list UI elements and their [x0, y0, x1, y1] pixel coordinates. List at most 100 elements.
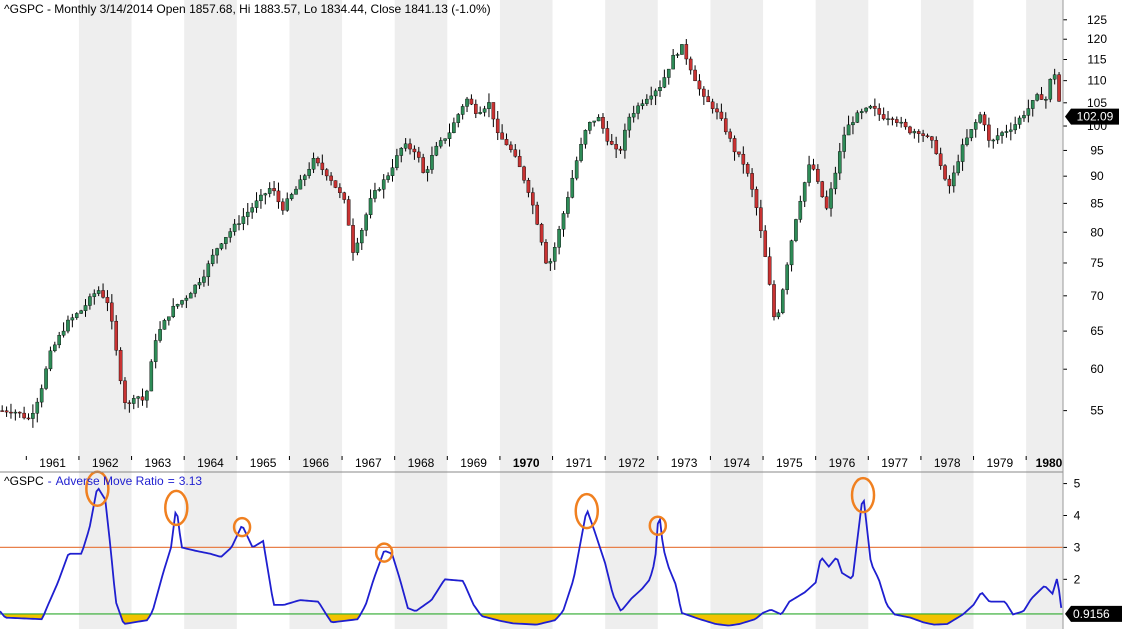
candle-down [737, 152, 740, 154]
candle-up [172, 306, 175, 317]
candle-up [680, 44, 683, 54]
candle-down [715, 109, 718, 112]
candle-up [97, 290, 100, 293]
candle-down [522, 167, 525, 180]
candle-down [334, 181, 337, 188]
indicator-symbol: ^GSPC [4, 474, 44, 488]
candle-up [676, 54, 679, 55]
indicator-title: ^GSPC-Adverse Move Ratio=3.13 [4, 474, 202, 488]
candle-down [685, 44, 688, 59]
price-tick-label: 65 [1090, 324, 1104, 338]
candle-down [746, 164, 749, 173]
x-tick-label: 1979 [986, 456, 1013, 470]
x-tick-label: 1975 [776, 456, 803, 470]
price-chart-title: ^GSPC - Monthly 3/14/2014 Open 1857.68, … [4, 2, 491, 16]
candle-up [360, 230, 363, 243]
candle-up [145, 391, 148, 400]
candle-up [834, 173, 837, 189]
candle-up [395, 156, 398, 168]
candle-up [483, 109, 486, 113]
candle-up [137, 397, 140, 399]
indicator-current-value: 3.13 [179, 474, 203, 488]
candle-up [158, 329, 161, 340]
candle-up [36, 402, 39, 413]
x-tick-label: 1965 [250, 456, 277, 470]
candle-down [891, 119, 894, 120]
price-tick-label: 85 [1090, 196, 1104, 210]
candle-down [711, 102, 714, 109]
candle-down [878, 108, 881, 114]
x-tick-label: 1970 [513, 456, 540, 470]
candle-up [807, 165, 810, 183]
candle-down [926, 136, 929, 137]
candle-up [198, 282, 201, 285]
candle-down [983, 115, 986, 125]
x-tick-label: 1973 [671, 456, 698, 470]
candle-up [268, 188, 271, 193]
candle-up [628, 117, 631, 130]
candle-down [733, 138, 736, 151]
x-tick-label: 1964 [197, 456, 224, 470]
candle-up [444, 139, 447, 141]
candle-up [575, 161, 578, 179]
candle-up [851, 122, 854, 124]
candle-down [935, 140, 938, 153]
candle-down [724, 119, 727, 132]
candle-up [369, 198, 372, 214]
candle-up [970, 129, 973, 138]
candle-up [75, 313, 78, 317]
candle-up [400, 148, 403, 155]
candle-up [843, 135, 846, 151]
candle-down [615, 144, 618, 149]
candle-down [281, 202, 284, 210]
candle-up [49, 351, 52, 369]
candle-up [593, 121, 596, 122]
candle-up [996, 136, 999, 140]
year-shade [710, 0, 763, 629]
candle-down [23, 413, 26, 418]
candle-up [242, 217, 245, 224]
candle-down [492, 102, 495, 119]
candle-up [838, 152, 841, 174]
candle-up [654, 91, 657, 96]
candle-down [18, 412, 21, 413]
candle-up [803, 183, 806, 202]
candle-down [272, 188, 275, 191]
candle-up [641, 104, 644, 106]
candle-down [606, 128, 609, 141]
x-tick-label: 1980 [1036, 456, 1063, 470]
candle-up [14, 412, 17, 413]
candle-up [167, 317, 170, 321]
candle-down [128, 403, 131, 404]
candle-down [917, 131, 920, 133]
x-tick-label: 1967 [355, 456, 382, 470]
price-tick-label: 120 [1087, 32, 1107, 46]
candle-down [882, 114, 885, 118]
candle-down [347, 200, 350, 226]
candle-up [1005, 131, 1008, 132]
candle-down [413, 149, 416, 152]
candle-up [553, 247, 556, 261]
candle-down [321, 163, 324, 170]
candle-up [571, 178, 574, 197]
candle-up [869, 106, 872, 108]
candle-down [110, 303, 113, 321]
candle-down [123, 381, 126, 403]
candle-up [786, 265, 789, 290]
indicator-tick-label: 4 [1074, 508, 1081, 522]
candle-down [720, 112, 723, 119]
candle-up [658, 87, 661, 91]
candle-down [922, 134, 925, 136]
candle-up [961, 145, 964, 162]
year-shade [184, 0, 237, 629]
candle-down [351, 225, 354, 252]
candle-up [180, 300, 183, 304]
x-tick-label: 1962 [92, 456, 119, 470]
candle-up [53, 345, 56, 351]
candle-up [957, 162, 960, 173]
candle-up [154, 340, 157, 361]
candle-up [650, 96, 653, 99]
candle-down [527, 180, 530, 192]
candle-up [790, 241, 793, 265]
